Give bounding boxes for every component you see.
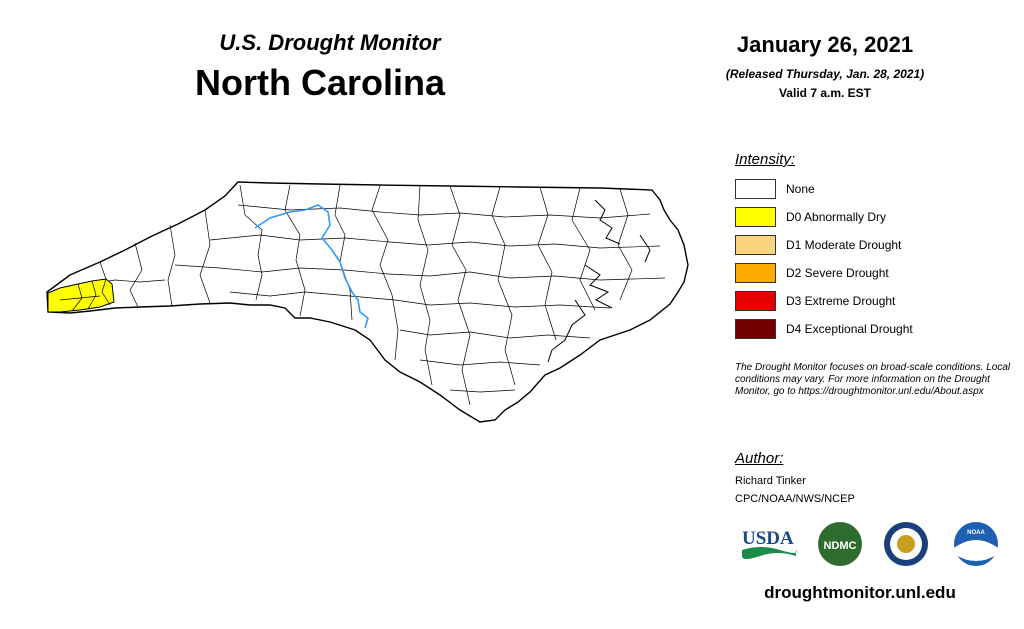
valid-time: Valid 7 a.m. EST: [778, 86, 872, 100]
ndmc-logo-text: NDMC: [824, 540, 857, 552]
legend-item: D1 Moderate Drought: [735, 234, 901, 256]
legend-label: D3 Extreme Drought: [786, 294, 896, 308]
county-lines: [59, 184, 666, 406]
legend-swatch: [735, 291, 776, 311]
map-date: January 26, 2021: [736, 32, 914, 57]
legend-title: Intensity:: [735, 151, 796, 168]
author-name: Richard Tinker: [735, 475, 806, 487]
legend-item: None: [735, 178, 815, 200]
legend-item: D4 Exceptional Drought: [735, 318, 913, 340]
legend-label: D4 Exceptional Drought: [786, 322, 913, 336]
state-map: [46, 181, 689, 423]
ndmc-logo: NDMC: [818, 522, 862, 566]
legend-label: None: [786, 182, 815, 196]
legend-label: D2 Severe Drought: [786, 266, 889, 280]
release-date: (Released Thursday, Jan. 28, 2021): [725, 67, 925, 81]
author-org: CPC/NOAA/NWS/NCEP: [735, 493, 855, 505]
footer-url[interactable]: droughtmonitor.unl.edu: [764, 583, 956, 602]
legend-swatch: [735, 179, 776, 199]
legend-item: D3 Extreme Drought: [735, 290, 895, 312]
legend-item: D2 Severe Drought: [735, 262, 889, 284]
noaa-logo-text: NOAA: [967, 530, 985, 536]
usda-logo-text: USDA: [742, 528, 794, 549]
legend-swatch: [735, 235, 776, 255]
noaa-logo: NOAA: [954, 522, 998, 566]
legend-swatch: [735, 263, 776, 283]
legend-swatch: [735, 319, 776, 339]
coastal-sounds: [547, 199, 651, 363]
logo-strip: USDA NDMC NOAA: [742, 522, 998, 566]
state-outline: [46, 181, 689, 423]
legend-label: D1 Moderate Drought: [786, 238, 902, 252]
author-title: Author:: [735, 450, 784, 467]
legend-item: D0 Abnormally Dry: [735, 206, 886, 228]
state-title: North Carolina: [194, 62, 445, 103]
usda-logo: USDA: [742, 528, 797, 559]
drought-area-d0: [47, 278, 115, 313]
map-subtitle: U.S. Drought Monitor: [219, 30, 441, 55]
legend-swatch: [735, 207, 776, 227]
disclaimer-note: The Drought Monitor focuses on broad-sca…: [735, 362, 1011, 397]
river: [254, 204, 369, 329]
usdoc-seal-icon: [884, 522, 928, 566]
legend-label: D0 Abnormally Dry: [786, 210, 887, 224]
